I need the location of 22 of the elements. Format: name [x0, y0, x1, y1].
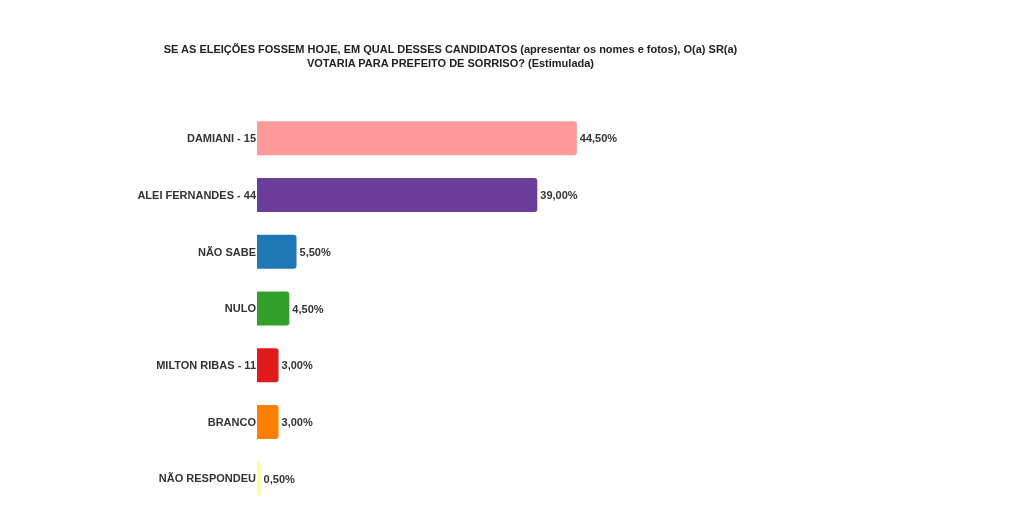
data-label: 39,00% — [540, 189, 578, 202]
y-tick-label: NÃO RESPONDEU — [158, 472, 257, 485]
data-label: 4,50% — [292, 302, 324, 315]
y-tick-label: BRANCO — [207, 415, 257, 428]
bar — [257, 291, 290, 326]
data-label: 3,00% — [281, 415, 313, 428]
bar — [257, 121, 577, 156]
data-label: 3,00% — [281, 359, 313, 372]
bar — [257, 461, 261, 496]
bar — [257, 404, 279, 439]
y-tick-label: ALEI FERNANDES - 44 — [137, 188, 257, 201]
y-tick-label: MILTON RIBAS - 11 — [156, 359, 256, 372]
y-tick-label: NÃO SABE — [197, 245, 256, 258]
data-label: 44,50% — [579, 132, 618, 145]
bar — [257, 234, 297, 269]
bar — [257, 178, 538, 213]
y-tick-label: DAMIANI - 15 — [186, 132, 256, 145]
data-label: 5,50% — [299, 245, 331, 258]
y-tick-label: NULO — [224, 302, 257, 315]
chart-title: SE AS ELEIÇÕES FOSSEM HOJE, EM QUAL DESSES CANDIDATOS (apresentar os nomes e fotos), O(a) SR(a) VOTARIA PARA PREFEITO DE SORRISO? (Estimulada) — [163, 42, 738, 69]
bar — [257, 348, 279, 383]
data-label: 0,50% — [263, 472, 295, 485]
